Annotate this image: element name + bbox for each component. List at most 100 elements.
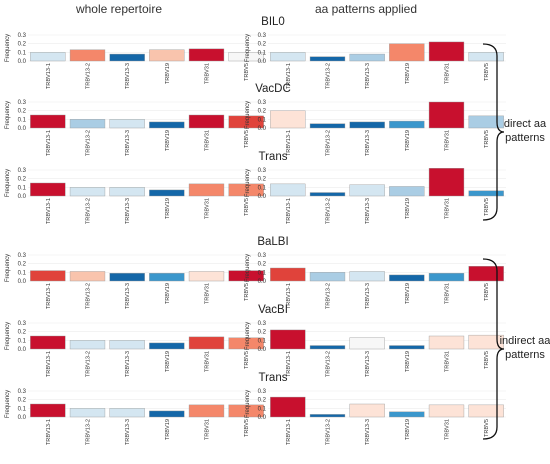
x-tick-label: TRBV13-2 (86, 351, 92, 377)
y-axis-label: Frequency (245, 101, 251, 129)
x-tick-label: TRBV13-2 (326, 63, 332, 89)
x-tick-label: TRBV13-3 (365, 283, 371, 309)
x-tick-label: TRBV13-3 (365, 130, 371, 156)
x-tick-label: TRBV13-2 (86, 198, 92, 224)
brace-label-line: patterns (505, 132, 545, 144)
y-tick-label: 0.0 (258, 59, 267, 65)
x-tick-label: TRBV19 (165, 283, 171, 304)
brace-group-1: indirect aa patterns (482, 258, 550, 440)
panel-aa-patterns-applied: Frequency 0.0 0.1 0.2 0.3 TRBV13-1 TRBV13-2 TRB… (245, 33, 506, 89)
bar-trbv31 (188, 48, 225, 62)
y-tick-label: 0.2 (258, 330, 267, 336)
y-tick-label: 0.0 (18, 415, 27, 421)
chart-rows: BIL0 Frequency 0.0 0.1 0.2 0.3 TRBV13-1 TRBV13-… (5, 16, 506, 445)
bar-trbv5 (468, 115, 504, 129)
bar-trbv5 (228, 270, 264, 282)
bar-trbv13-3 (109, 119, 145, 129)
x-tick-label: TRBV13-1 (46, 419, 52, 445)
x-tick-label: TRBV19 (405, 283, 411, 304)
bar-trbv13-1 (270, 396, 306, 418)
bar-trbv19 (149, 189, 185, 197)
x-tick-label: TRBV13-1 (286, 283, 292, 309)
y-axis-label: Frequency (245, 390, 251, 418)
x-tick-label: TRBV13-1 (46, 351, 52, 377)
panel-whole-repertoire: Frequency 0.0 0.1 0.2 0.3 TRBV13-1 TRBV13-2 TRB… (5, 389, 266, 445)
chart-row-2: Trans Frequency 0.0 0.1 0.2 0.3 TRBV13-1 TRBV13… (5, 151, 506, 224)
header-whole-repertoire: whole repertoire (75, 2, 162, 16)
y-tick-label: 0.1 (258, 270, 267, 276)
y-tick-label: 0.3 (18, 253, 27, 259)
y-tick-label: 0.2 (18, 42, 27, 48)
x-tick-label: TRBV19 (405, 419, 411, 440)
bar-trbv19 (389, 186, 425, 197)
bar-trbv13-1 (30, 114, 66, 129)
chart-row-3: BaLBI Frequency 0.0 0.1 0.2 0.3 TRBV13-1 TRBV13… (5, 236, 506, 309)
y-tick-label: 0.3 (258, 321, 267, 327)
bar-trbv5 (228, 183, 264, 197)
bar-trbv13-1 (30, 403, 66, 418)
x-tick-label: TRBV13-1 (46, 130, 52, 156)
x-tick-label: TRBV5 (484, 63, 490, 81)
bar-trbv5 (468, 404, 504, 418)
bar-trbv13-2 (309, 345, 346, 350)
y-tick-label: 0.3 (258, 389, 267, 395)
x-tick-label: TRBV5 (244, 419, 250, 437)
bar-trbv13-2 (309, 56, 346, 62)
bar-trbv13-2 (309, 192, 346, 197)
bar-trbv13-1 (30, 182, 66, 197)
y-tick-label: 0.1 (18, 117, 27, 123)
x-tick-label: TRBV19 (405, 63, 411, 84)
chart-row-4: VacBI Frequency 0.0 0.1 0.2 0.3 TRBV13-1 TRBV13… (5, 304, 506, 377)
bar-trbv5 (228, 337, 264, 350)
y-tick-label: 0.0 (18, 59, 27, 65)
y-axis-label: Frequency (5, 169, 11, 197)
x-tick-label: TRBV13-2 (326, 130, 332, 156)
x-tick-label: TRBV5 (244, 63, 250, 81)
x-tick-label: TRBV5 (484, 351, 490, 369)
bar-trbv13-3 (109, 187, 145, 197)
x-tick-label: TRBV5 (484, 130, 490, 148)
x-tick-label: TRBV13-2 (326, 419, 332, 445)
y-tick-label: 0.2 (18, 330, 27, 336)
x-tick-label: TRBV13-1 (46, 198, 52, 224)
bar-trbv13-1 (270, 267, 306, 282)
y-tick-label: 0.3 (258, 100, 267, 106)
bar-trbv13-1 (270, 52, 306, 62)
bar-trbv31 (188, 404, 225, 418)
x-tick-label: TRBV31 (445, 283, 451, 304)
x-tick-label: TRBV5 (484, 198, 490, 216)
x-tick-label: TRBV13-2 (326, 283, 332, 309)
bar-trbv13-3 (349, 403, 385, 418)
y-tick-label: 0.3 (258, 33, 267, 39)
panel-whole-repertoire: Frequency 0.0 0.1 0.2 0.3 TRBV13-1 TRBV13-2 TRB… (5, 321, 266, 377)
y-tick-label: 0.0 (258, 126, 267, 132)
panel-aa-patterns-applied: Frequency 0.0 0.1 0.2 0.3 TRBV13-1 TRBV13-2 TRB… (245, 321, 506, 377)
x-tick-label: TRBV19 (165, 419, 171, 440)
x-tick-label: TRBV19 (165, 351, 171, 372)
y-tick-label: 0.0 (18, 126, 27, 132)
x-tick-label: TRBV13-2 (86, 63, 92, 89)
y-tick-label: 0.0 (18, 279, 27, 285)
y-tick-label: 0.0 (258, 415, 267, 421)
x-tick-label: TRBV13-3 (365, 198, 371, 224)
row-title: BaLBI (257, 236, 288, 248)
bar-trbv5 (228, 52, 264, 62)
bar-trbv31 (188, 336, 225, 350)
panel-whole-repertoire: Frequency 0.0 0.1 0.2 0.3 TRBV13-1 TRBV13-2 TRB… (5, 253, 266, 309)
x-tick-label: TRBV13-3 (125, 198, 131, 224)
y-tick-label: 0.2 (18, 109, 27, 115)
bar-trbv13-1 (270, 329, 306, 350)
x-tick-label: TRBV31 (445, 198, 451, 219)
brace-label-line: direct aa (504, 118, 547, 130)
row-title: VacBI (258, 304, 288, 316)
x-tick-label: TRBV31 (205, 419, 211, 440)
bar-trbv31 (428, 335, 465, 350)
y-tick-label: 0.3 (258, 168, 267, 174)
y-tick-label: 0.1 (18, 185, 27, 191)
y-axis-label: Frequency (5, 101, 11, 129)
x-tick-label: TRBV13-1 (286, 198, 292, 224)
header-aa-patterns-applied: aa patterns applied (315, 2, 417, 16)
chart-row-0: BIL0 Frequency 0.0 0.1 0.2 0.3 TRBV13-1 TRBV13-… (5, 16, 506, 89)
group-braces: direct aa patterns indirect aa patterns (482, 43, 550, 440)
y-tick-label: 0.1 (18, 338, 27, 344)
